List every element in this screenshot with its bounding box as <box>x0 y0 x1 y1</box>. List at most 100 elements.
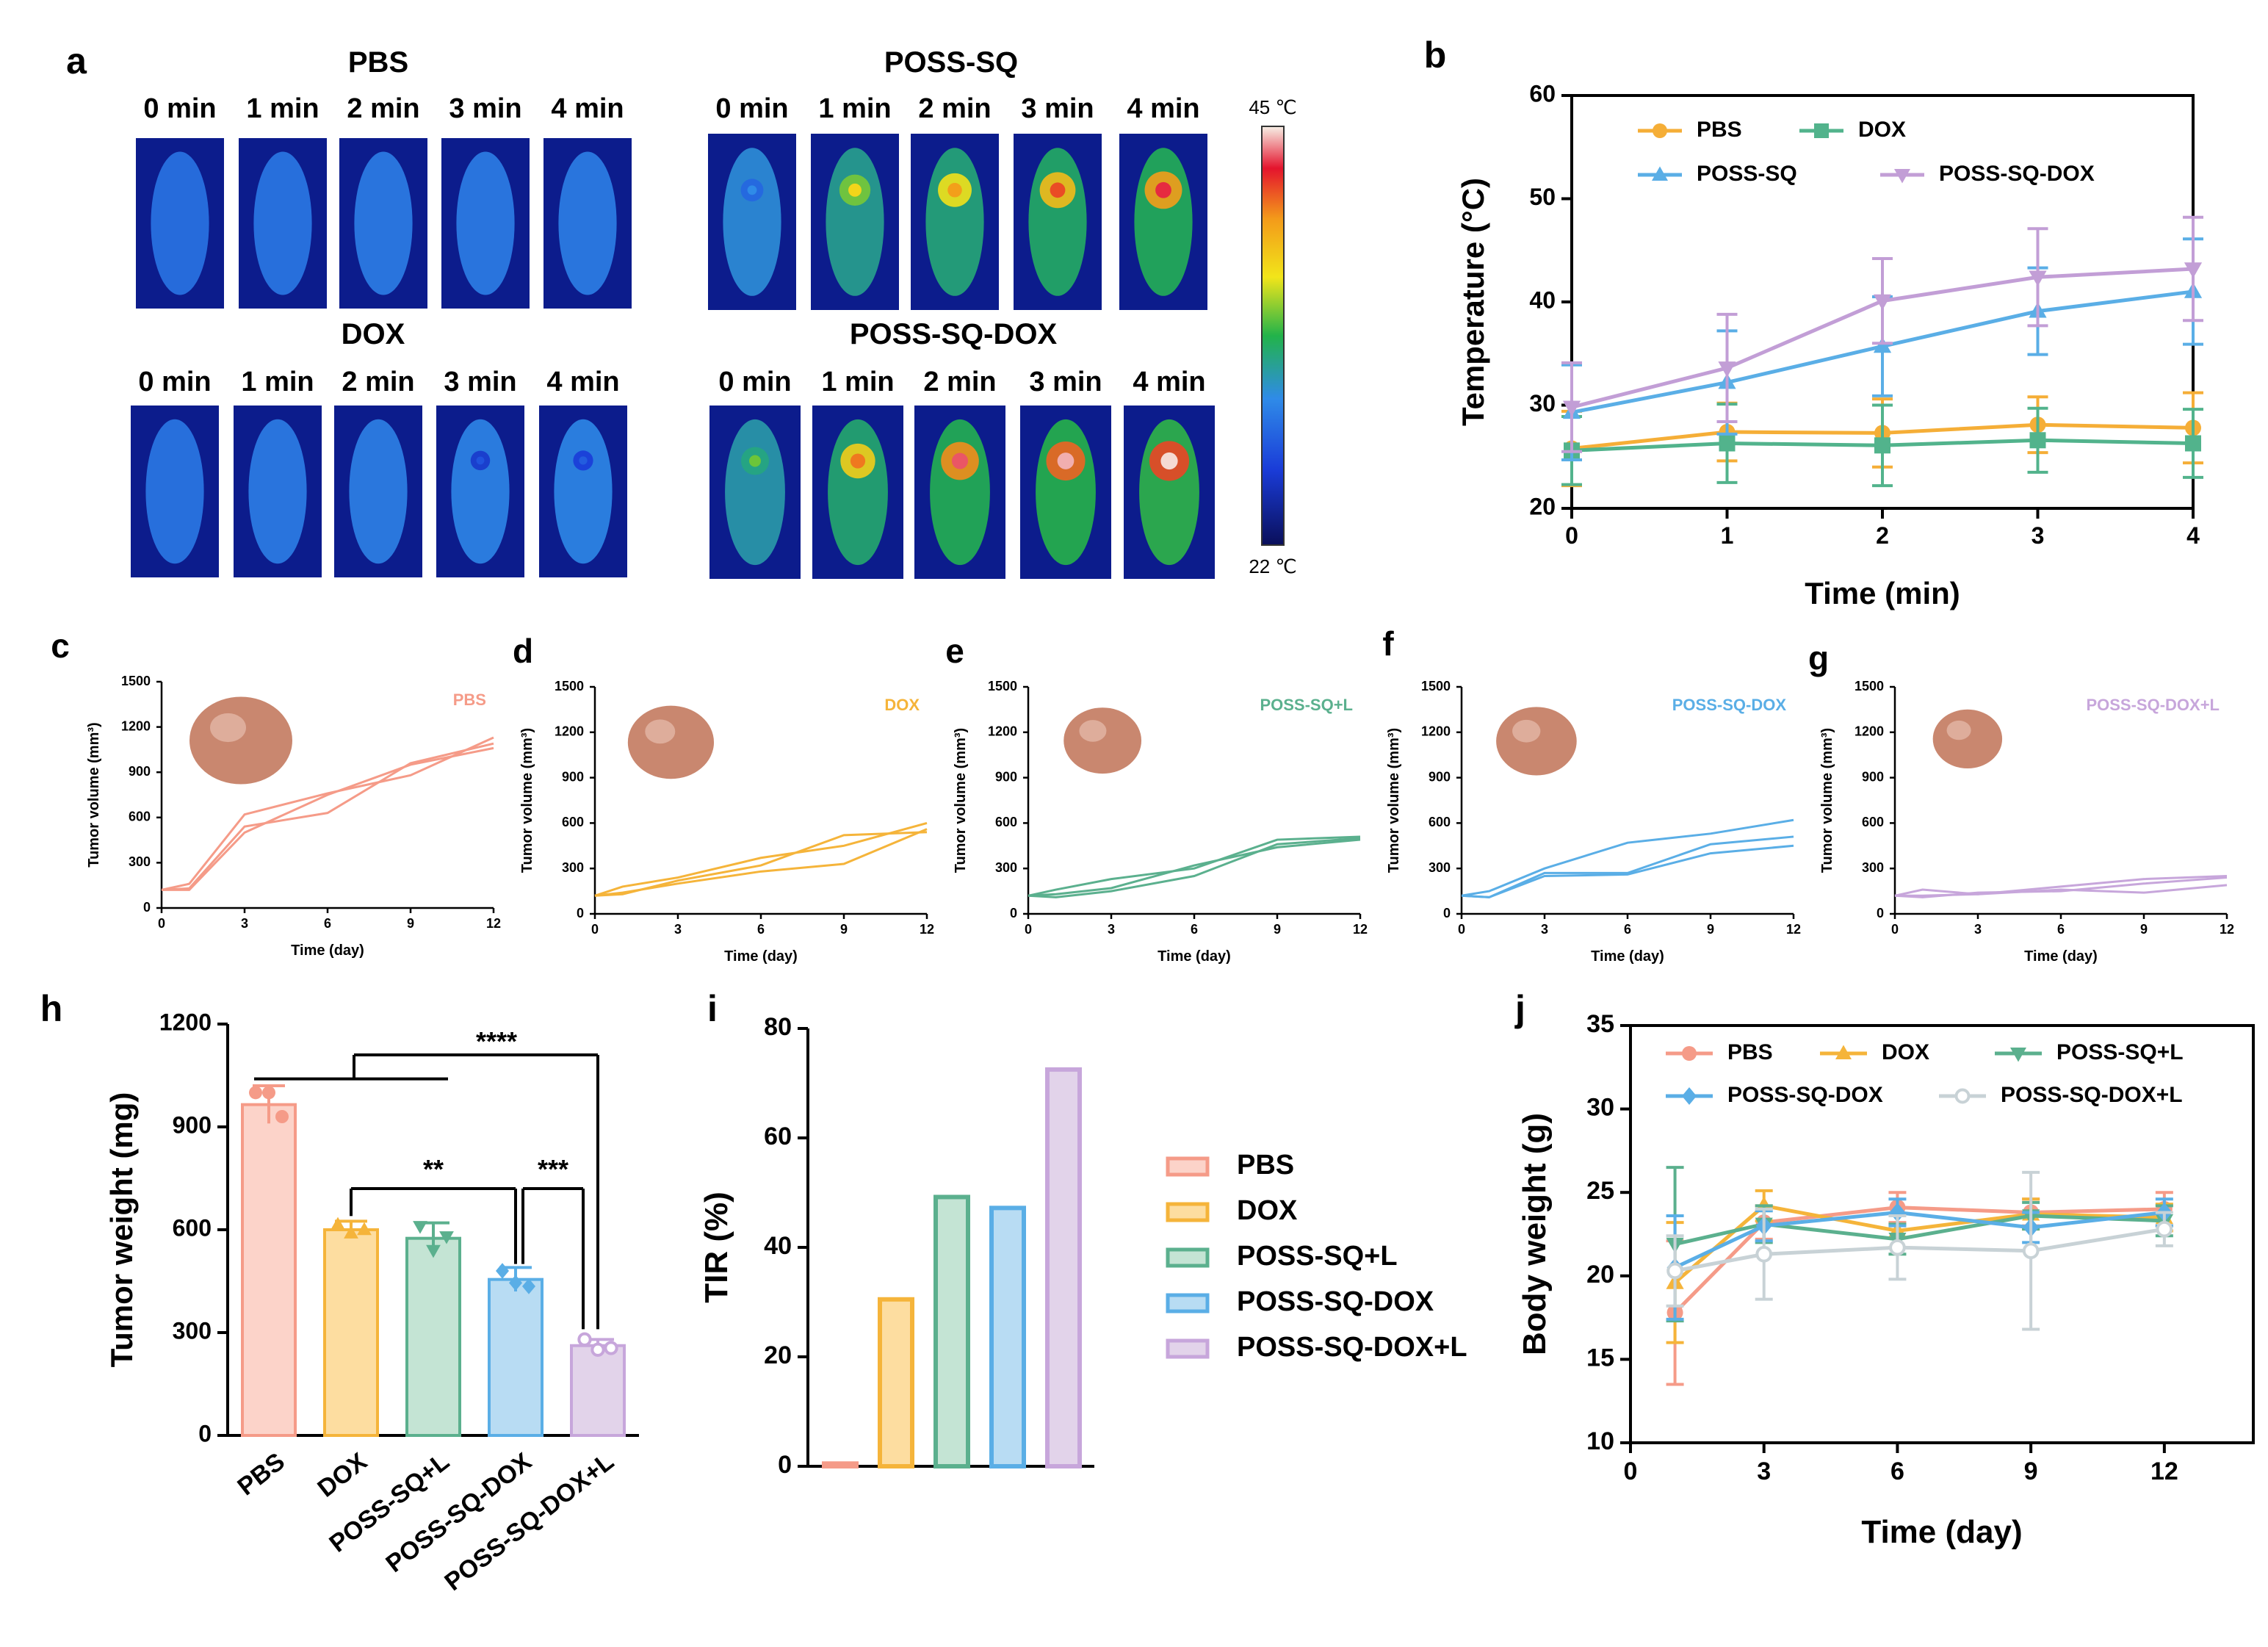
thermal-mouse-body <box>253 151 312 295</box>
legend-swatch <box>1166 1156 1210 1177</box>
legend-label: POSS-SQ-DOX <box>1939 162 2095 186</box>
x-tick-label: 9 <box>1707 922 1714 937</box>
y-tick-label: 600 <box>173 1214 212 1241</box>
legend-label: POSS-SQ+L <box>2056 1040 2184 1064</box>
data-point <box>2022 1242 2040 1260</box>
y-axis-label: Tumor volume (mm³) <box>953 728 969 873</box>
legend-label: POSS-SQ-DOX <box>1727 1083 1883 1107</box>
x-tick-label: 9 <box>840 922 848 937</box>
data-point <box>1755 1245 1773 1263</box>
colorbar <box>1261 126 1285 546</box>
thermal-time-label: 1 min <box>821 367 894 397</box>
y-axis-label: Tumor volume (mm³) <box>1386 728 1402 873</box>
y-axis-label: Body weight (g) <box>1517 1113 1553 1355</box>
y-axis-label: Tumor weight (mg) <box>104 1092 139 1368</box>
y-tick-label: 1200 <box>1421 724 1451 739</box>
thermal-time-label: 3 min <box>449 93 521 124</box>
y-tick-label: 25 <box>1586 1177 1614 1205</box>
legend-marker <box>1652 166 1668 181</box>
y-tick-label: 900 <box>129 764 151 779</box>
legend-marker <box>1954 1088 1971 1104</box>
thermal-group-title: POSS-SQ-DOX <box>850 318 1058 350</box>
x-tick-label: 9 <box>2140 922 2148 937</box>
x-tick-label: 0 <box>1025 922 1032 937</box>
replicate-point <box>262 1086 275 1100</box>
y-axis-label: Tumor volume (mm³) <box>519 728 535 873</box>
replicate-point <box>344 1225 358 1239</box>
legend-marker <box>1894 169 1910 184</box>
thermal-mouse-body <box>349 419 408 564</box>
x-tick-label: 0 <box>1458 922 1465 937</box>
data-point <box>1562 400 1581 417</box>
y-tick-label: 600 <box>1429 815 1451 829</box>
colorbar-min-label: 22 ℃ <box>1249 555 1296 577</box>
panel-label-i: i <box>707 988 718 1029</box>
growth-curve <box>1894 875 2228 897</box>
x-tick-label: 6 <box>324 916 331 931</box>
thermal-mouse-body <box>151 151 209 295</box>
growth-curve <box>594 831 928 897</box>
data-point <box>1666 1262 1683 1280</box>
growth-curve <box>161 742 494 891</box>
legend-label: DOX <box>1237 1195 1298 1226</box>
y-tick-label: 1500 <box>988 679 1017 693</box>
y-tick-label: 15 <box>1586 1344 1614 1372</box>
thermal-mouse-body <box>1028 148 1087 296</box>
x-tick-label: 3 <box>1974 922 1982 937</box>
thermal-time-label: 4 min <box>546 367 619 397</box>
legend-swatch <box>1166 1202 1210 1222</box>
x-tick-label: 1 <box>1721 522 1734 549</box>
replicate-point <box>426 1244 441 1258</box>
tumor-photo <box>1496 707 1577 776</box>
data-point <box>1718 361 1736 378</box>
legend-label: DOX <box>1882 1040 1929 1064</box>
bar <box>878 1297 914 1469</box>
data-point <box>1873 336 1892 353</box>
x-tick-label: 6 <box>1191 922 1198 937</box>
y-tick-label: 30 <box>1586 1094 1614 1122</box>
bar <box>488 1277 543 1437</box>
y-tick-label: 1200 <box>159 1009 212 1035</box>
data-point <box>2029 270 2047 286</box>
legend-marker <box>1814 123 1829 138</box>
y-tick-label: 1500 <box>1421 679 1451 693</box>
y-tick-label: 300 <box>1862 860 1884 875</box>
legend-label: PBS <box>1237 1150 1294 1181</box>
thermal-mouse-body <box>558 151 617 295</box>
replicate-point <box>577 1332 592 1347</box>
thermal-mouse-body <box>145 419 204 564</box>
data-point <box>1874 437 1890 454</box>
legend-label: PBS <box>1727 1040 1773 1064</box>
bar <box>989 1205 1026 1468</box>
panel-label-b: b <box>1424 35 1447 76</box>
thermal-mouse-body <box>1036 419 1096 566</box>
x-tick-label: 0 <box>158 916 165 931</box>
replicate-point <box>496 1263 509 1279</box>
thermal-mouse-body <box>554 419 613 564</box>
y-tick-label: 1500 <box>1855 679 1884 693</box>
thermal-time-label: 3 min <box>1021 93 1094 124</box>
y-axis-label: Tumor volume (mm³) <box>1819 728 1835 873</box>
replicate-point <box>413 1221 427 1234</box>
y-axis-label: TIR (%) <box>698 1192 734 1303</box>
y-tick-label: 900 <box>562 769 584 784</box>
y-tick-label: 40 <box>1529 286 1556 313</box>
y-tick-label: 0 <box>1443 906 1451 920</box>
y-tick-label: 0 <box>1010 906 1017 920</box>
y-tick-label: 300 <box>995 860 1017 875</box>
y-tick-label: 50 <box>1529 184 1556 210</box>
x-tick-label: 4 <box>2186 522 2200 549</box>
x-axis-label: Time (min) <box>1805 576 1960 610</box>
y-tick-label: 20 <box>764 1341 792 1369</box>
thermal-time-label: 2 min <box>918 93 991 124</box>
growth-curve <box>1028 837 1361 898</box>
category-label: PBS <box>232 1447 289 1501</box>
data-point <box>1889 1239 1906 1256</box>
thermal-hotspot-core <box>951 453 969 469</box>
thermal-mouse-body <box>930 419 990 566</box>
legend-swatch <box>1166 1338 1210 1359</box>
panel-label-c: c <box>51 627 70 665</box>
thermal-mouse-body <box>248 419 307 564</box>
y-tick-label: 300 <box>562 860 584 875</box>
